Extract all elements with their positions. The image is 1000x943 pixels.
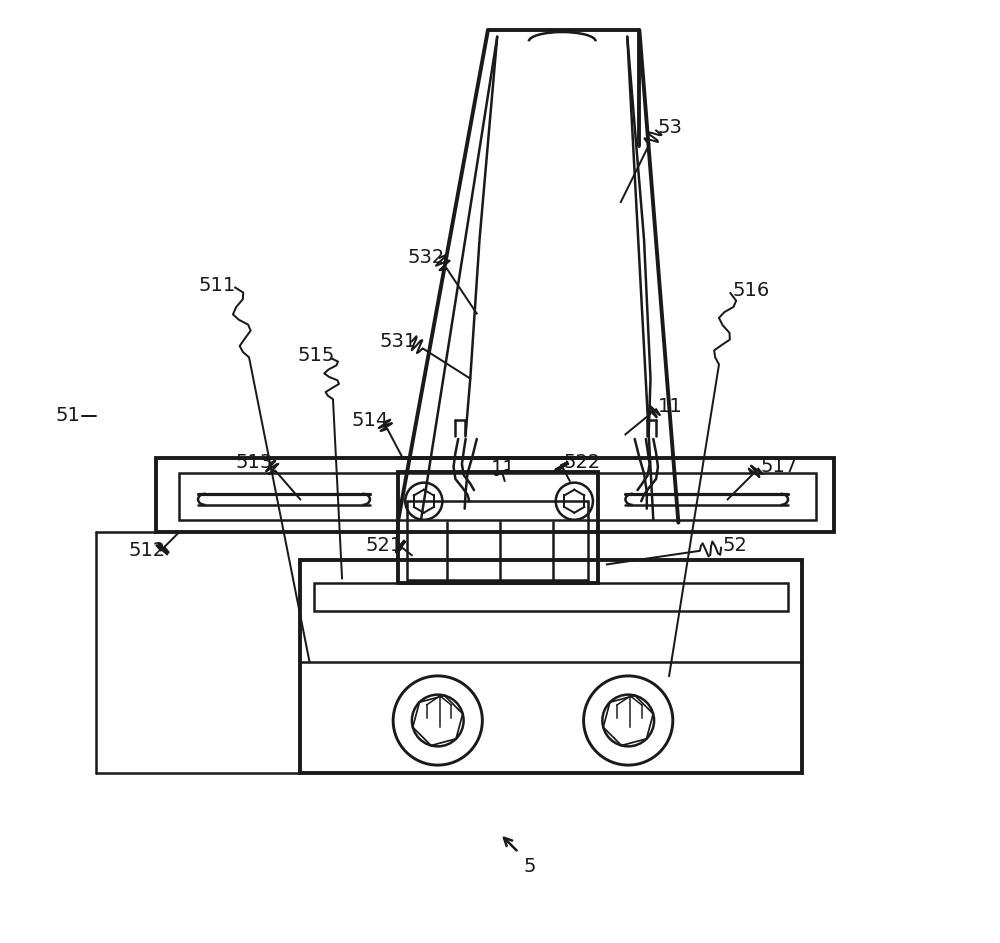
Text: 11: 11 — [491, 459, 515, 478]
Text: 517: 517 — [760, 457, 797, 476]
Text: 532: 532 — [407, 248, 444, 267]
Text: 11: 11 — [658, 397, 683, 416]
Text: 516: 516 — [732, 281, 770, 300]
Text: 511: 511 — [198, 276, 235, 295]
Text: 514: 514 — [351, 411, 389, 430]
Bar — [407, 502, 588, 580]
Bar — [156, 457, 834, 532]
Text: 52: 52 — [723, 537, 748, 555]
Text: 522: 522 — [563, 453, 600, 472]
Text: 53: 53 — [658, 118, 683, 138]
Text: 513: 513 — [235, 453, 272, 472]
Text: 5: 5 — [523, 857, 536, 876]
Bar — [398, 472, 598, 583]
Bar — [314, 583, 788, 611]
Bar — [179, 473, 816, 520]
Text: 531: 531 — [379, 332, 416, 351]
Bar — [300, 560, 802, 773]
Text: 512: 512 — [128, 541, 166, 560]
Text: 51: 51 — [56, 406, 81, 425]
Text: 521: 521 — [365, 537, 403, 555]
Text: 515: 515 — [297, 346, 335, 365]
